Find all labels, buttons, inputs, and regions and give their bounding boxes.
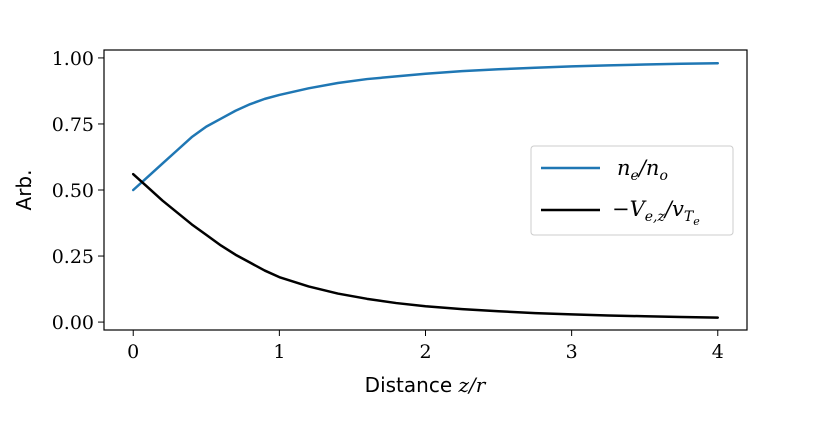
legend-label-ne: ne/no <box>617 156 668 184</box>
y-axis-label: Arb. <box>12 170 36 211</box>
legend-ne-sub2: o <box>659 168 667 184</box>
x-axis-ticks: 0 1 2 3 4 <box>127 330 724 363</box>
x-axis-label: Distance z/r <box>365 373 487 397</box>
legend-ve-main: −V <box>612 197 647 221</box>
x-axis-label-math: z/r <box>457 373 486 397</box>
legend-ve-subsub: e <box>693 215 700 228</box>
x-tick-label: 3 <box>566 341 578 363</box>
y-tick-label: 0.50 <box>52 180 94 202</box>
legend-ve-sub1: e,z <box>645 209 666 225</box>
x-axis-label-text: Distance <box>365 373 459 397</box>
series-line-1 <box>131 172 720 319</box>
series-layer <box>131 61 720 319</box>
legend: ne/no −Ve,z/vTe <box>530 145 734 236</box>
legend-ve-mid: /v <box>663 197 684 221</box>
series-line-0 <box>131 61 720 192</box>
y-tick-label: 0.75 <box>52 114 94 136</box>
legend-ne-main: n <box>617 156 631 180</box>
legend-ve-sub2: T <box>684 209 695 225</box>
legend-ne-mid: /n <box>637 156 660 180</box>
legend-box <box>530 145 734 236</box>
y-tick-label: 1.00 <box>52 48 94 70</box>
y-tick-label: 0.00 <box>52 312 94 334</box>
x-tick-label: 0 <box>127 341 139 363</box>
y-axis-ticks: 0.00 0.25 0.50 0.75 1.00 <box>52 48 104 334</box>
x-tick-label: 2 <box>419 341 431 363</box>
legend-ne-sub1: e <box>631 168 639 184</box>
y-tick-label: 0.25 <box>52 246 94 268</box>
x-tick-label: 4 <box>712 341 724 363</box>
x-tick-label: 1 <box>273 341 285 363</box>
legend-label-ve: −Ve,z/vTe <box>612 197 700 228</box>
